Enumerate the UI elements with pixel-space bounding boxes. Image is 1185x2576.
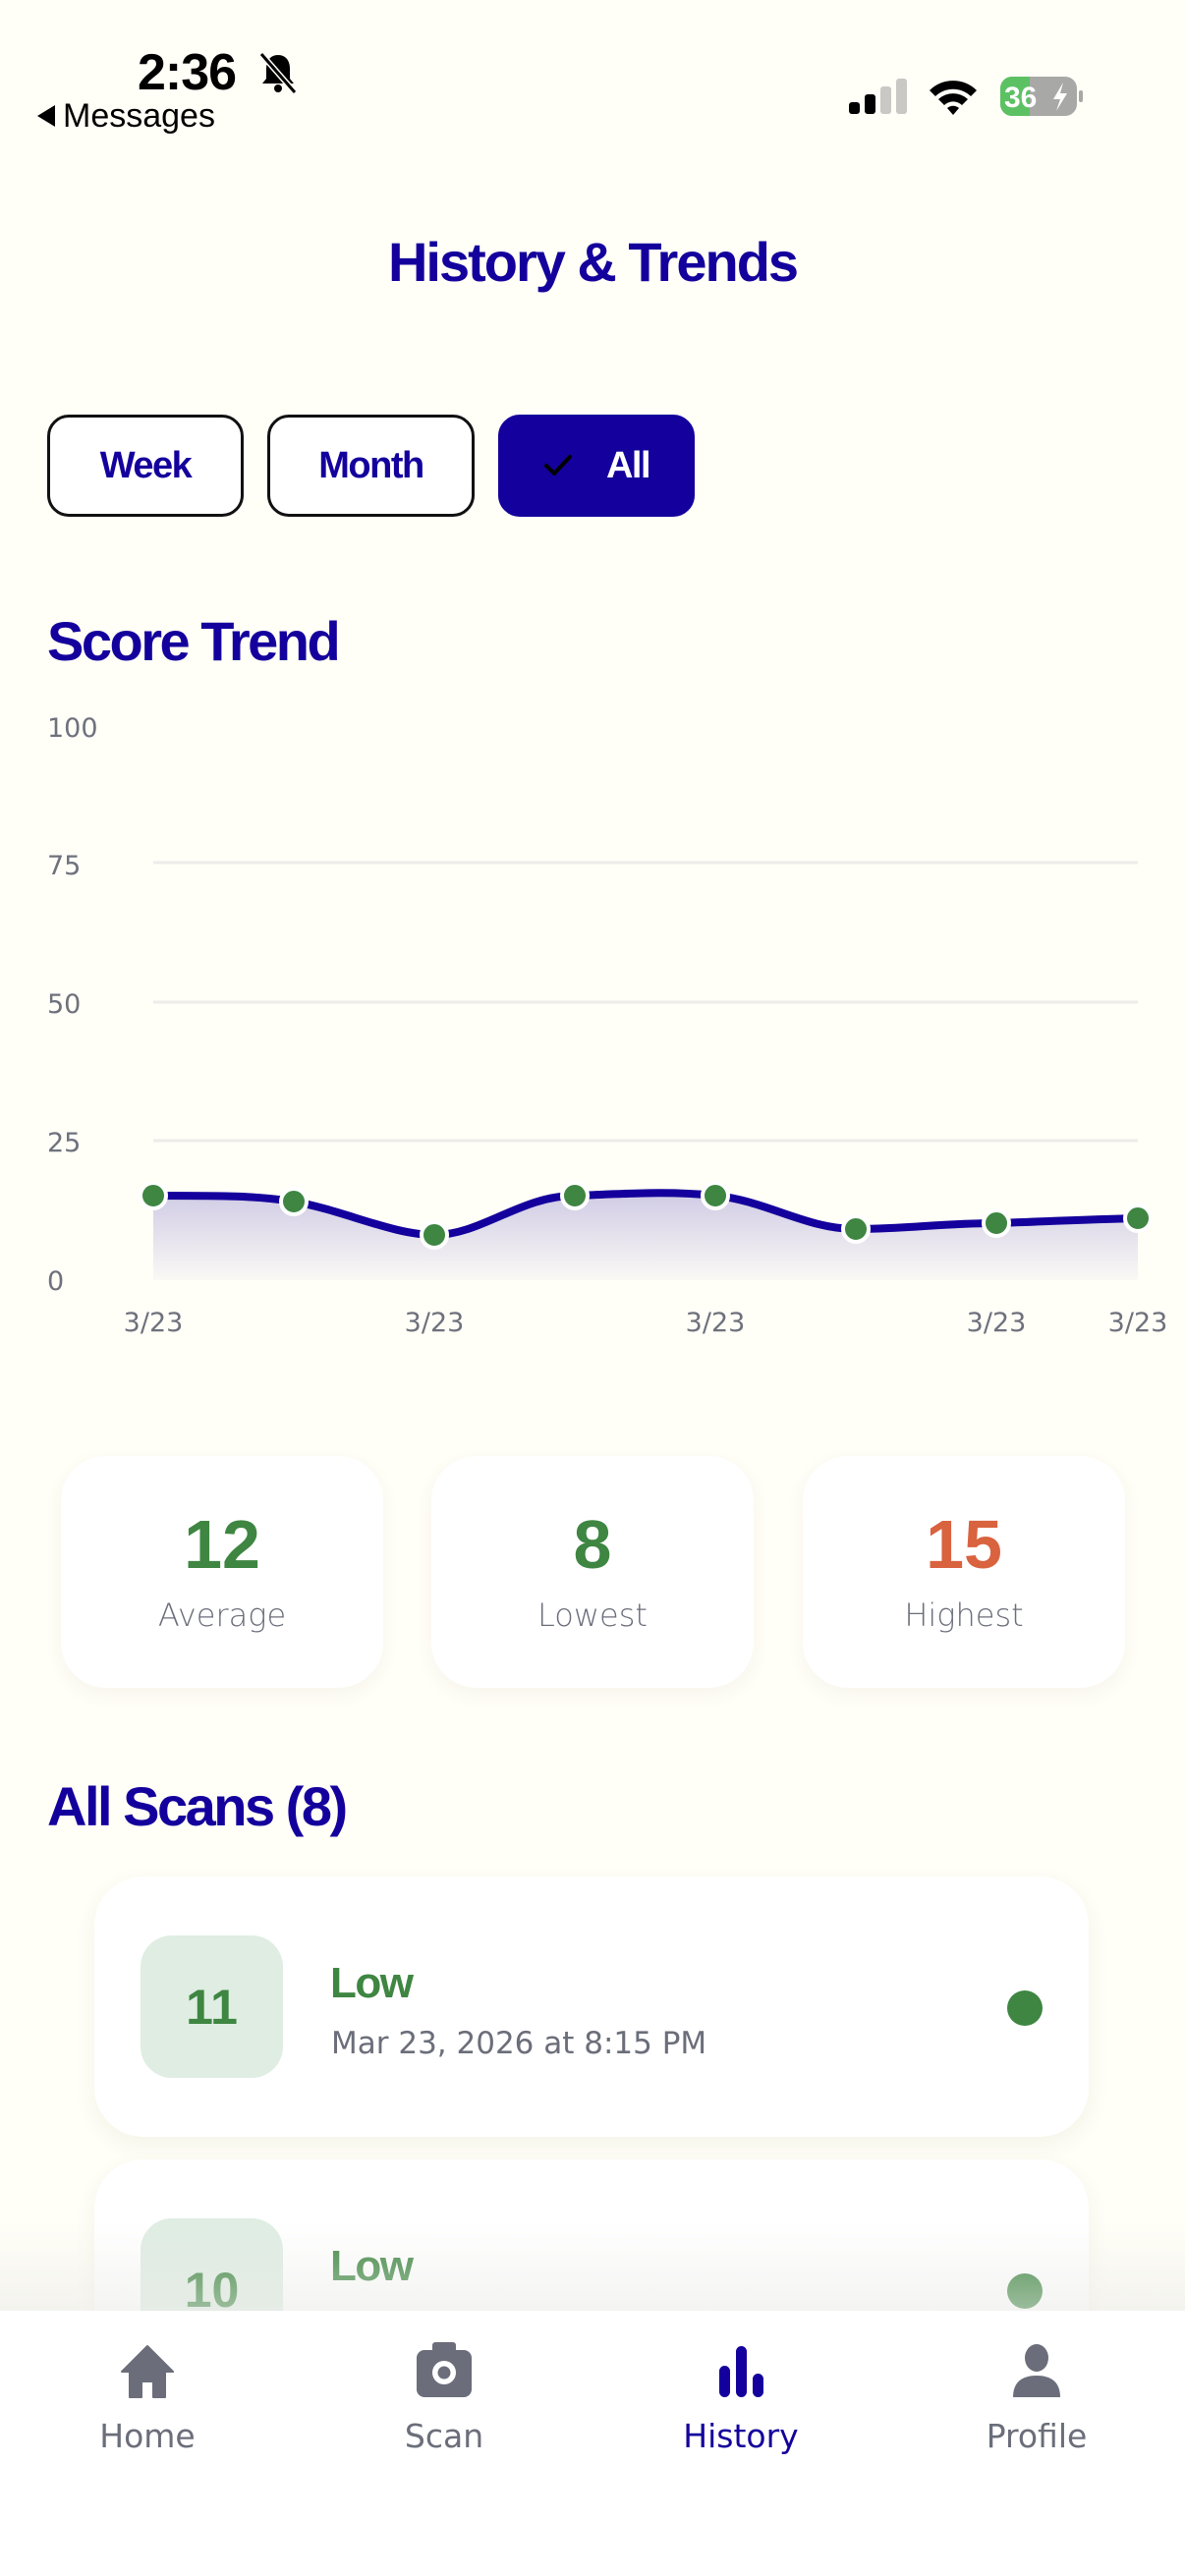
scan-risk-level: Low xyxy=(330,2242,414,2290)
all-scans-title: All Scans (8) xyxy=(47,1775,348,1837)
svg-text:3/23: 3/23 xyxy=(405,1308,465,1338)
stat-highest-value: 15 xyxy=(926,1506,1002,1583)
svg-text:25: 25 xyxy=(47,1128,81,1158)
chart-x-axis: 3/23 3/23 3/23 3/23 3/23 xyxy=(124,1308,1168,1338)
tab-history-label: History xyxy=(683,2417,799,2455)
svg-text:50: 50 xyxy=(47,989,81,1020)
tab-scan[interactable]: Scan xyxy=(346,2338,542,2476)
svg-text:36: 36 xyxy=(1004,82,1037,114)
filter-all-label: All xyxy=(605,444,651,486)
wifi-icon xyxy=(930,81,977,115)
page-title: History & Trends xyxy=(387,231,799,293)
svg-text:0: 0 xyxy=(47,1266,64,1297)
checkmark-icon xyxy=(543,455,572,476)
back-arrow-icon xyxy=(37,105,55,127)
tab-scan-label: Scan xyxy=(404,2417,484,2455)
home-icon xyxy=(121,2345,174,2398)
svg-text:3/23: 3/23 xyxy=(686,1308,746,1338)
svg-text:3/23: 3/23 xyxy=(967,1308,1027,1338)
filter-week-button[interactable]: Week xyxy=(47,415,244,517)
tab-home[interactable]: Home xyxy=(49,2338,246,2476)
stat-card-average: 12 Average xyxy=(61,1456,383,1688)
camera-icon xyxy=(417,2342,472,2397)
scan-date: Mar 23, 2026 at 8:15 PM xyxy=(331,2026,707,2061)
scan-risk-level: Low xyxy=(330,1959,414,2007)
tab-profile-label: Profile xyxy=(986,2417,1088,2455)
filter-month-label: Month xyxy=(318,444,424,486)
back-to-messages-link[interactable]: Messages xyxy=(37,98,215,134)
signal-icon xyxy=(849,79,907,114)
chart-gridlines xyxy=(153,861,1138,1143)
score-badge: 11 xyxy=(141,1935,283,2078)
chart-points xyxy=(139,1181,1153,1250)
chart-area-fill xyxy=(153,1193,1138,1280)
status-time: 2:36 xyxy=(138,44,237,101)
stat-card-lowest: 8 Lowest xyxy=(431,1456,754,1688)
back-label: Messages xyxy=(63,97,215,135)
stat-lowest-label: Lowest xyxy=(537,1596,648,1634)
tab-history[interactable]: History xyxy=(643,2338,839,2476)
person-icon xyxy=(1013,2344,1060,2397)
tab-profile[interactable]: Profile xyxy=(938,2338,1135,2476)
tab-home-label: Home xyxy=(99,2417,196,2455)
stat-highest-label: Highest xyxy=(904,1596,1024,1634)
battery-charging-icon: 36 xyxy=(1000,77,1083,116)
svg-text:75: 75 xyxy=(47,851,81,881)
stat-lowest-value: 8 xyxy=(573,1506,612,1583)
status-dot-icon xyxy=(1007,2273,1043,2309)
stat-card-highest: 15 Highest xyxy=(803,1456,1125,1688)
stat-average-label: Average xyxy=(157,1596,287,1634)
bar-chart-icon xyxy=(719,2346,763,2397)
scan-list-item[interactable]: 11 Low Mar 23, 2026 at 8:15 PM xyxy=(94,1876,1089,2137)
tab-bar: Home Scan History Profile xyxy=(0,2311,1185,2576)
chart-y-axis: 100 75 50 25 0 xyxy=(47,713,98,1297)
svg-text:3/23: 3/23 xyxy=(1108,1308,1168,1338)
bell-slash-icon xyxy=(258,52,298,94)
stat-average-value: 12 xyxy=(184,1506,260,1583)
svg-text:3/23: 3/23 xyxy=(124,1308,184,1338)
status-dot-icon xyxy=(1007,1990,1043,2026)
filter-all-button[interactable]: All xyxy=(498,415,695,517)
svg-text:100: 100 xyxy=(47,713,98,744)
score-trend-title: Score Trend xyxy=(47,610,341,672)
filter-week-label: Week xyxy=(99,444,193,486)
score-trend-chart: 100 75 50 25 0 3/23 3/23 3/23 3/23 3/23 xyxy=(47,713,1168,1338)
filter-month-button[interactable]: Month xyxy=(267,415,475,517)
